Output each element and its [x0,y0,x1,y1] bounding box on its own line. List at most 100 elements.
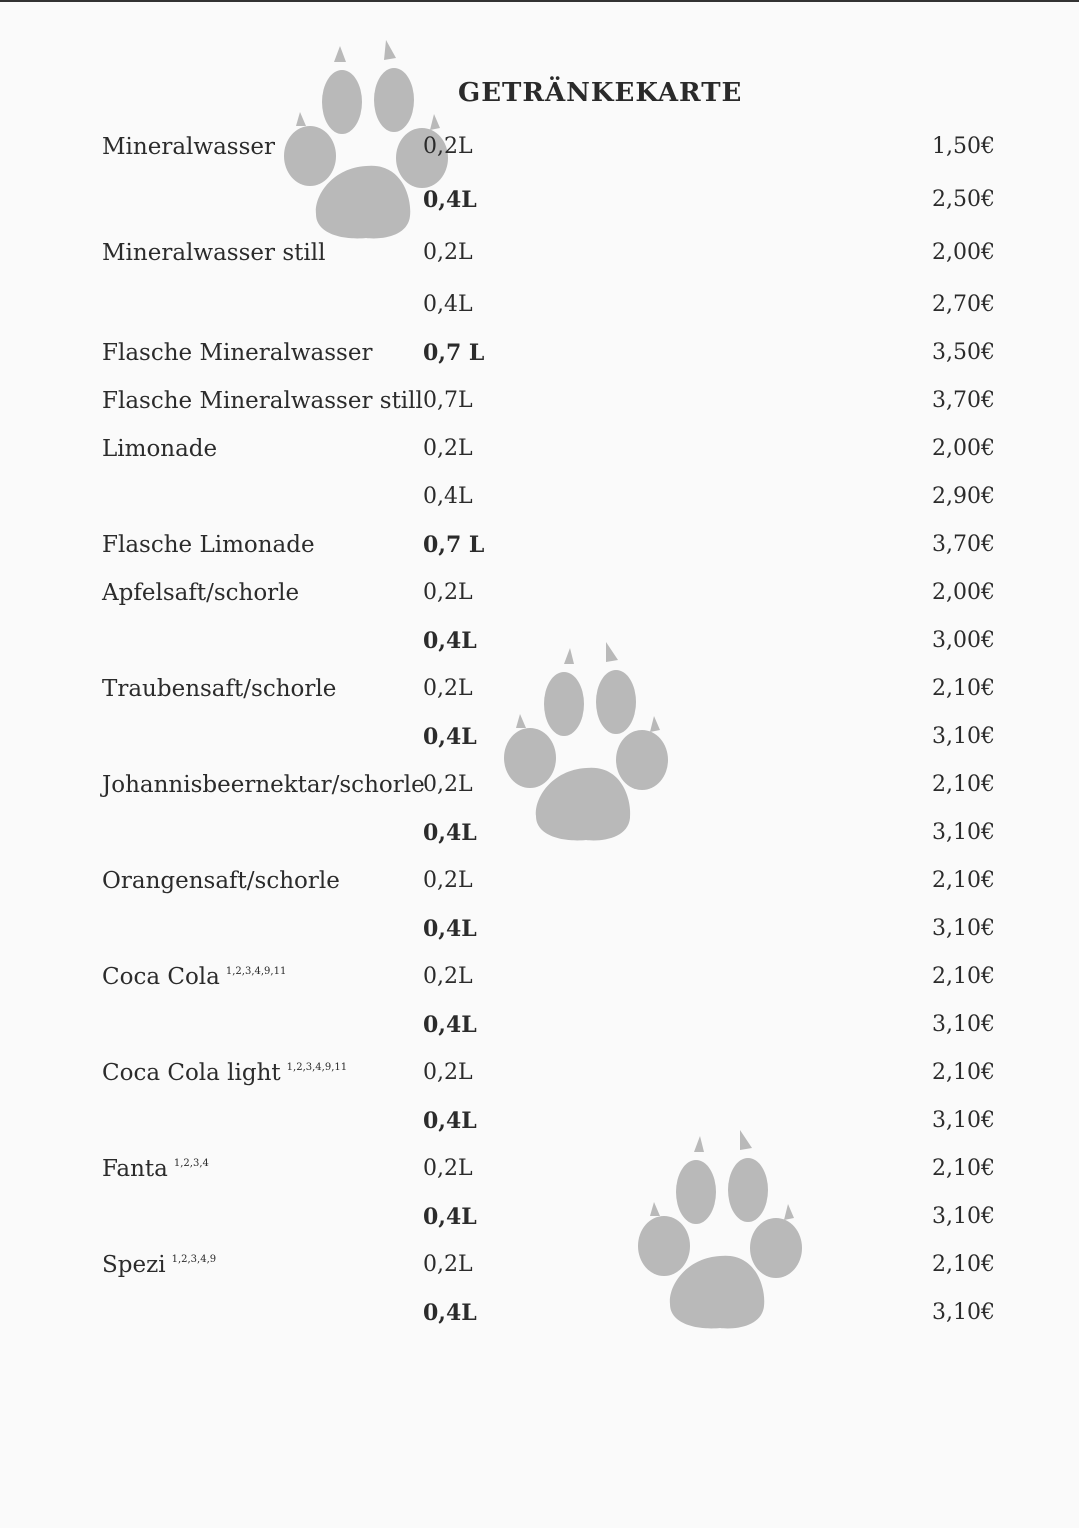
drink-price: 2,50€ [932,187,995,212]
drink-size: 0,4L [423,292,473,317]
drink-name: Mineralwasser still [102,240,325,266]
menu-row: 0,4L 3,10€ [0,916,1079,956]
drink-price: 2,10€ [932,1060,995,1085]
drink-size: 0,4L [423,1108,477,1134]
additive-footnote: 1,2,3,4,9,11 [225,966,287,977]
drink-name: Spezi 1,2,3,4,9 [102,1252,216,1278]
paw-print-icon [504,642,668,841]
drink-name: Fanta 1,2,3,4 [102,1156,209,1182]
menu-row: 0,4L 2,70€ [0,292,1079,332]
drink-price: 3,10€ [932,820,995,845]
drink-name-text: Limonade [102,436,218,462]
drink-name-text: Mineralwasser [102,134,276,160]
drink-name-text: Flasche Mineralwasser still [102,388,423,414]
drink-name: Orangensaft/schorle [102,868,340,894]
top-border [0,0,1079,2]
menu-row: Orangensaft/schorle 0,2L 2,10€ [0,868,1079,908]
drink-price: 2,00€ [932,240,995,265]
drink-size: 0,2L [423,964,473,989]
menu-row: 0,4L 3,10€ [0,1108,1079,1148]
drink-name: Johannisbeernektar/schorle [102,772,425,798]
drink-price: 3,70€ [932,388,995,413]
menu-row: Fanta 1,2,3,4 0,2L 2,10€ [0,1156,1079,1196]
additive-footnote: 1,2,3,4 [173,1158,209,1169]
drink-name-text: Flasche Mineralwasser [102,340,373,366]
paw-print-icon [284,40,448,239]
menu-row: Spezi 1,2,3,4,9 0,2L 2,10€ [0,1252,1079,1292]
menu-row: Flasche Limonade 0,7 L 3,70€ [0,532,1079,572]
menu-row: Limonade 0,2L 2,00€ [0,436,1079,476]
menu-title: GETRÄNKEKARTE [458,78,743,108]
drink-name-text: Spezi [102,1252,166,1278]
drink-price: 2,10€ [932,868,995,893]
paw-print-icon [638,1130,802,1329]
menu-row: 0,4L 3,10€ [0,1300,1079,1340]
drink-size: 0,2L [423,240,473,265]
drink-name: Traubensaft/schorle [102,676,336,702]
menu-row: Traubensaft/schorle 0,2L 2,10€ [0,676,1079,716]
drink-size: 0,4L [423,724,477,750]
drink-size: 0,7 L [423,532,485,558]
drink-price: 1,50€ [932,134,995,159]
drink-name: Limonade [102,436,217,462]
menu-row: Flasche Mineralwasser 0,7 L 3,50€ [0,340,1079,380]
drink-price: 3,10€ [932,1012,995,1037]
drink-name-text: Apfelsaft/schorle [102,580,300,606]
drink-size: 0,2L [423,1060,473,1085]
additive-footnote: 1,2,3,4,9,11 [286,1062,348,1073]
drink-name-text: Flasche Limonade [102,532,315,558]
drink-price: 2,10€ [932,1156,995,1181]
menu-row: Flasche Mineralwasser still 0,7L 3,70€ [0,388,1079,428]
drink-name-text: Coca Cola light [102,1060,281,1086]
drink-name: Coca Cola 1,2,3,4,9,11 [102,964,286,990]
drink-size: 0,2L [423,772,473,797]
menu-row: 0,4L 2,50€ [0,187,1079,227]
menu-row: 0,4L 2,90€ [0,484,1079,524]
drink-name: Mineralwasser [102,134,275,160]
drink-name-text: Mineralwasser still [102,240,326,266]
drink-price: 2,10€ [932,772,995,797]
drink-price: 2,90€ [932,484,995,509]
drink-price: 3,10€ [932,916,995,941]
drink-name-text: Traubensaft/schorle [102,676,337,702]
drink-price: 3,50€ [932,340,995,365]
drink-size: 0,2L [423,868,473,893]
menu-row: 0,4L 3,00€ [0,628,1079,668]
drink-price: 3,70€ [932,532,995,557]
drink-name-text: Coca Cola [102,964,220,990]
menu-row: 0,4L 3,10€ [0,820,1079,860]
drink-name: Flasche Mineralwasser [102,340,372,366]
drink-name-text: Orangensaft/schorle [102,868,340,894]
menu-row: Mineralwasser 0,2L 1,50€ [0,134,1079,174]
drink-size: 0,2L [423,1252,473,1277]
drink-price: 3,10€ [932,1108,995,1133]
drink-size: 0,4L [423,916,477,942]
drink-name: Flasche Mineralwasser still [102,388,423,414]
drink-size: 0,4L [423,820,477,846]
drink-price: 3,00€ [932,628,995,653]
drink-size: 0,7L [423,388,473,413]
drink-price: 2,70€ [932,292,995,317]
drink-size: 0,4L [423,1204,477,1230]
drink-size: 0,7 L [423,340,485,366]
drink-size: 0,2L [423,580,473,605]
menu-row: Johannisbeernektar/schorle 0,2L 2,10€ [0,772,1079,812]
drink-price: 3,10€ [932,724,995,749]
menu-row: Mineralwasser still 0,2L 2,00€ [0,240,1079,280]
drink-size: 0,4L [423,1300,477,1326]
drink-size: 0,4L [423,484,473,509]
drink-name-text: Fanta [102,1156,168,1182]
menu-row: 0,4L 3,10€ [0,724,1079,764]
menu-row: Coca Cola 1,2,3,4,9,11 0,2L 2,10€ [0,964,1079,1004]
menu-row: 0,4L 3,10€ [0,1012,1079,1052]
drink-size: 0,4L [423,187,477,213]
drink-name-text: Johannisbeernektar/schorle [102,772,425,798]
drink-size: 0,2L [423,676,473,701]
drink-price: 2,10€ [932,964,995,989]
drink-price: 3,10€ [932,1204,995,1229]
drink-size: 0,4L [423,1012,477,1038]
drink-name: Apfelsaft/schorle [102,580,299,606]
menu-row: Apfelsaft/schorle 0,2L 2,00€ [0,580,1079,620]
menu-row: 0,4L 3,10€ [0,1204,1079,1244]
drink-price: 3,10€ [932,1300,995,1325]
